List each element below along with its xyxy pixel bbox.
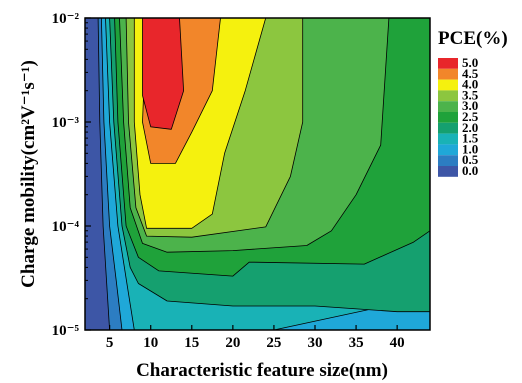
colorbar-swatch	[438, 68, 458, 80]
x-tick-label: 35	[349, 335, 364, 351]
colorbar-swatch	[438, 58, 458, 69]
contour-regions	[85, 18, 430, 330]
colorbar-swatch	[438, 166, 458, 177]
y-axis-ticks: 10⁻⁵ 10⁻⁴ 10⁻³ 10⁻²	[52, 11, 91, 339]
x-tick-label: 10	[143, 335, 158, 351]
x-tick-label: 20	[225, 335, 240, 351]
y-axis-title: Charge mobility(cm²V⁻¹s⁻¹)	[18, 60, 39, 288]
x-tick-label: 15	[184, 335, 199, 351]
colorbar-swatch	[438, 133, 458, 145]
colorbar-swatch	[438, 90, 458, 102]
y-tick-label: 10⁻⁴	[52, 219, 80, 235]
colorbar-swatch	[438, 144, 458, 156]
colorbar-swatch	[438, 79, 458, 91]
colorbar-swatch	[438, 112, 458, 123]
x-tick-label: 30	[308, 335, 323, 351]
colorbar-swatch	[438, 101, 458, 112]
x-tick-label: 25	[266, 335, 281, 351]
x-axis-ticks: 5 10 15 20 25 30 35 40	[106, 325, 405, 351]
colorbar-label: 1.5	[462, 131, 479, 146]
colorbar-label: 3.5	[462, 87, 479, 102]
colorbar-label: 0.0	[462, 163, 478, 178]
colorbar-legend: PCE(%) 5.04.54.03.53.02.52.01.51.00.50.0	[438, 28, 508, 178]
y-tick-label: 10⁻²	[52, 11, 80, 27]
colorbar-label: 2.5	[462, 109, 479, 124]
colorbar-label: 3.0	[462, 98, 478, 113]
colorbar-label: 4.5	[462, 66, 479, 81]
colorbar-swatch	[438, 122, 458, 134]
colorbar-label: 5.0	[462, 55, 478, 70]
y-tick-label: 10⁻⁵	[52, 323, 80, 339]
colorbar-title: PCE(%)	[438, 28, 508, 49]
contour-region-5	[142, 18, 185, 130]
colorbar-label: 1.0	[462, 141, 478, 156]
colorbar-label: 4.0	[462, 77, 478, 92]
colorbar-label: 2.0	[462, 120, 478, 135]
x-tick-label: 40	[390, 335, 405, 351]
plot-frame	[84, 17, 431, 331]
colorbar-swatch	[438, 155, 458, 166]
colorbar-label: 0.5	[462, 152, 479, 167]
x-axis-title: Characteristic feature size(nm)	[136, 360, 388, 381]
y-tick-label: 10⁻³	[52, 115, 80, 131]
x-tick-label: 5	[106, 335, 114, 351]
